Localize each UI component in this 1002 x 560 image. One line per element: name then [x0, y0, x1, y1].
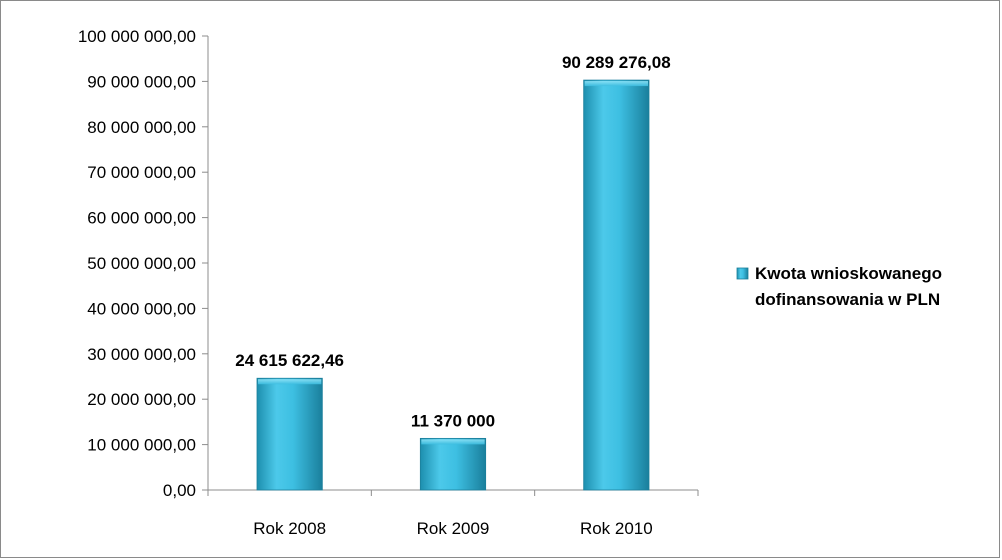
- data-label: 11 370 000: [411, 411, 495, 430]
- y-tick-label: 90 000 000,00: [87, 72, 196, 91]
- bar-top-highlight: [584, 81, 648, 87]
- y-tick-label: 10 000 000,00: [87, 436, 196, 455]
- y-tick-label: 60 000 000,00: [87, 209, 196, 228]
- bar-top-highlight: [258, 379, 322, 385]
- legend: Kwota wnioskowanego dofinansowania w PLN: [736, 264, 942, 309]
- bar: [256, 377, 323, 491]
- y-tick-label: 70 000 000,00: [87, 163, 196, 182]
- y-tick-label: 80 000 000,00: [87, 118, 196, 137]
- bar-body: [583, 79, 650, 491]
- legend-swatch: [736, 267, 749, 280]
- bar-top-highlight: [421, 439, 485, 445]
- x-tick-label: Rok 2008: [253, 519, 326, 538]
- legend-label: dofinansowania w PLN: [755, 290, 940, 309]
- bar: [419, 437, 487, 491]
- y-tick-label: 0,00: [163, 481, 196, 500]
- x-tick-label: Rok 2009: [417, 519, 490, 538]
- bars: 24 615 622,46 11 370 000 90 289 276,08: [235, 53, 671, 491]
- y-tick-label: 20 000 000,00: [87, 390, 196, 409]
- x-tick-label: Rok 2010: [580, 519, 653, 538]
- data-label: 90 289 276,08: [562, 53, 671, 72]
- bar-body: [419, 437, 487, 491]
- bar-body: [256, 377, 323, 491]
- y-tick-label: 50 000 000,00: [87, 254, 196, 273]
- y-tick-label: 30 000 000,00: [87, 345, 196, 364]
- y-tick-label: 40 000 000,00: [87, 299, 196, 318]
- x-axis: Rok 2008 Rok 2009 Rok 2010: [207, 489, 699, 538]
- y-axis: 0,00 10 000 000,00 20 000 000,00 30 000 000…: [78, 27, 209, 500]
- y-tick-label: 100 000 000,00: [78, 27, 196, 46]
- bar: [583, 79, 650, 491]
- legend-label: Kwota wnioskowanego: [755, 264, 942, 283]
- data-label: 24 615 622,46: [235, 351, 344, 370]
